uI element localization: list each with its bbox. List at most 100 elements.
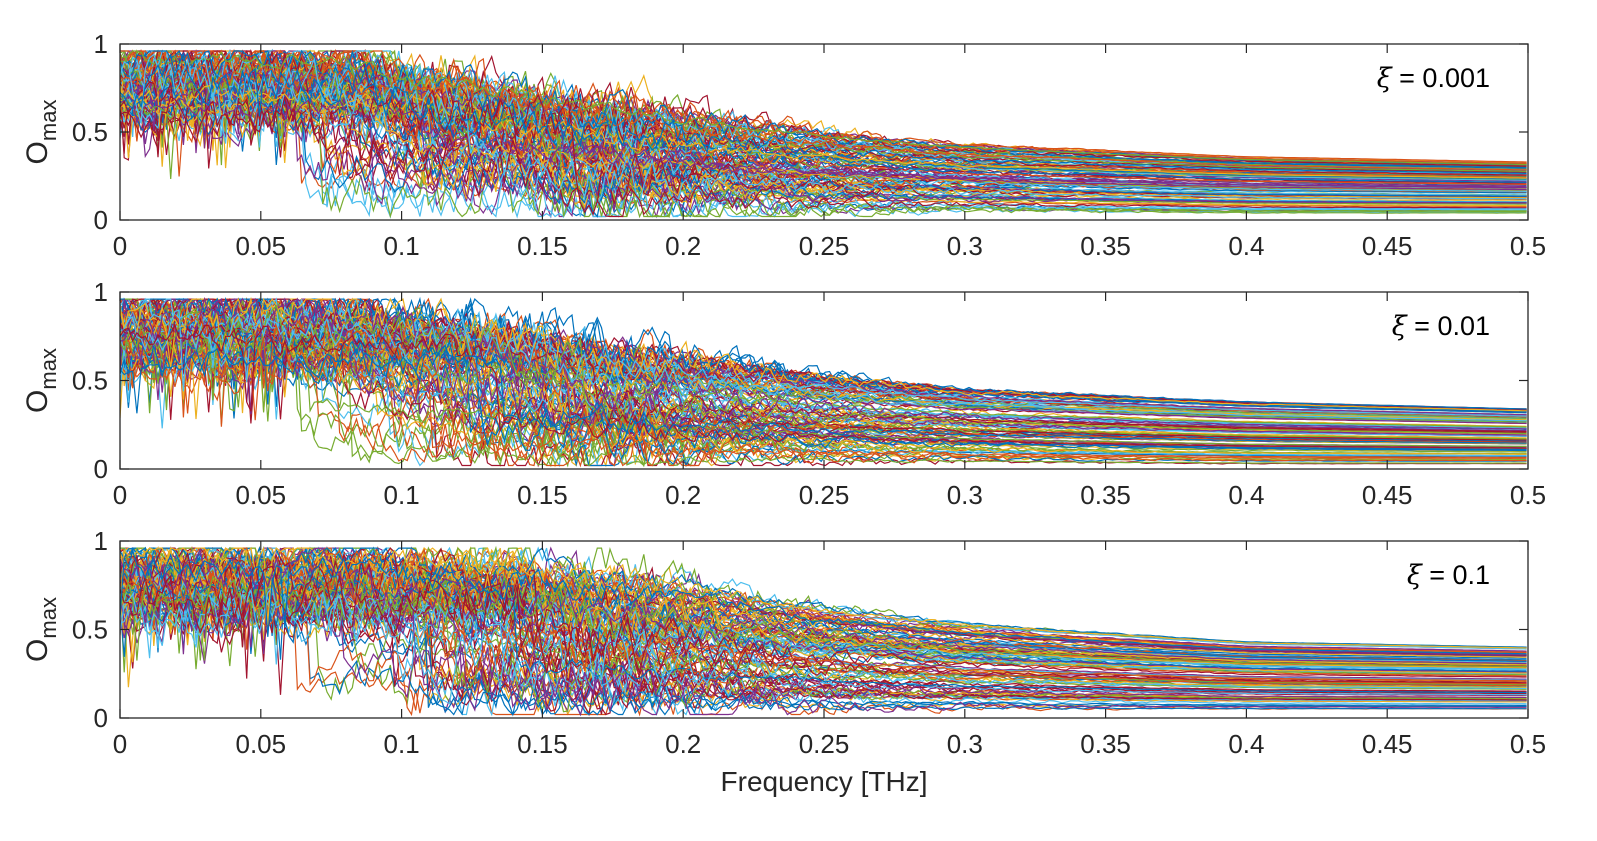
series-line-109 [120,67,1527,189]
series-line-33 [120,312,1527,468]
y-label-main: O [21,639,54,662]
x-tick-label: 0.1 [384,480,420,510]
x-tick-label: 0.4 [1228,480,1264,510]
y-axis-label: Omax [21,348,61,413]
x-tick-label: 0.15 [517,480,568,510]
x-tick-label: 0.1 [384,729,420,759]
series-line-116 [120,95,1527,191]
series-line-103 [120,330,1527,447]
x-tick-label: 0.35 [1080,729,1131,759]
series-line-106 [120,546,1527,648]
y-axis-label: Omax [21,100,61,165]
series-line-96 [120,297,1527,419]
x-tick-label: 0.3 [947,231,983,261]
series-line-88 [120,552,1527,656]
series-group [120,545,1527,717]
y-tick-label: 0.5 [72,366,108,396]
series-line-116 [120,547,1527,665]
y-tick-label: 1 [94,29,108,59]
series-line-107 [120,547,1527,654]
x-tick-label: 0.15 [517,729,568,759]
series-line-102 [120,582,1527,717]
x-tick-label: 0.05 [235,729,286,759]
y-tick-label: 0.5 [72,615,108,645]
xi-annotation: ξ = 0.1 [1407,560,1490,591]
series-line-120 [120,548,1527,655]
series-line-93 [120,360,1527,458]
x-axis-label: Frequency [THz] [721,766,928,797]
x-tick-label: 0.25 [799,729,850,759]
series-line-115 [120,546,1527,649]
series-line-2 [120,97,1527,209]
series-line-40 [120,334,1527,455]
xi-symbol: ξ [1407,560,1423,591]
series-line-114 [120,560,1527,687]
y-tick-label: 0 [94,205,108,235]
series-line-99 [120,296,1527,410]
x-tick-label: 0.45 [1362,729,1413,759]
xi-annotation: ξ = 0.001 [1377,63,1490,94]
series-line-90 [120,60,1527,181]
series-line-120 [120,51,1527,174]
subplot-1: 0 0.05 0.1 0.15 0.2 0.25 0.3 0.35 0.4 0.45 0.5 0 0.5… [21,29,1546,261]
x-tick-label: 0.2 [665,231,701,261]
series-line-119 [120,565,1527,684]
x-tick-label: 0.05 [235,480,286,510]
series-line-114 [120,310,1527,444]
series-line-117 [120,50,1527,166]
x-tick-label: 0.2 [665,480,701,510]
series-line-85 [120,298,1527,413]
y-label-main: O [21,141,54,164]
y-tick-label: 1 [94,526,108,556]
x-tick-label: 0.4 [1228,729,1264,759]
x-tick-label: 0.35 [1080,480,1131,510]
xi-annotation: ξ = 0.01 [1392,311,1490,342]
x-tick-label: 0 [113,231,127,261]
y-tick-label: 1 [94,277,108,307]
series-line-107 [120,48,1527,164]
x-tick-label: 0 [113,729,127,759]
series-line-118 [120,309,1527,422]
series-group [120,296,1527,468]
x-tick-label: 0.5 [1510,231,1546,261]
series-line-119 [120,323,1527,449]
y-label-sub: max [36,100,61,142]
xi-value: = 0.01 [1407,311,1490,341]
x-tick-label: 0.45 [1362,480,1413,510]
series-line-82 [120,339,1527,467]
y-label-sub: max [36,348,61,390]
series-line-54 [120,76,1527,219]
series-line-118 [120,586,1527,705]
series-line-87 [120,546,1527,674]
xi-value: = 0.001 [1392,63,1490,93]
x-tick-label: 0.25 [799,480,850,510]
x-tick-label: 0.5 [1510,480,1546,510]
series-line-112 [120,547,1527,679]
x-tick-label: 0.25 [799,231,850,261]
x-tick-label: 0.35 [1080,231,1131,261]
y-tick-label: 0 [94,703,108,733]
y-label-sub: max [36,597,61,639]
series-line-113 [120,332,1527,459]
x-tick-label: 0.3 [947,480,983,510]
x-tick-label: 0.05 [235,231,286,261]
x-tick-label: 0.3 [947,729,983,759]
series-line-13 [120,89,1527,218]
series-line-97 [120,342,1527,437]
y-tick-label: 0.5 [72,117,108,147]
xi-symbol: ξ [1377,63,1393,94]
y-tick-label: 0 [94,454,108,484]
series-line-82 [120,560,1527,713]
series-group [120,48,1527,219]
x-tick-label: 0.1 [384,231,420,261]
series-line-110 [120,334,1527,428]
xi-value: = 0.1 [1422,560,1490,590]
xi-symbol: ξ [1392,311,1408,342]
x-tick-label: 0.4 [1228,231,1264,261]
subplot-2: 0 0.05 0.1 0.15 0.2 0.25 0.3 0.35 0.4 0.45 0.5 0 0.5… [21,277,1546,510]
series-line-120 [120,344,1527,444]
series-line-117 [120,574,1527,668]
y-axis-label: Omax [21,597,61,662]
series-line-112 [120,310,1527,434]
